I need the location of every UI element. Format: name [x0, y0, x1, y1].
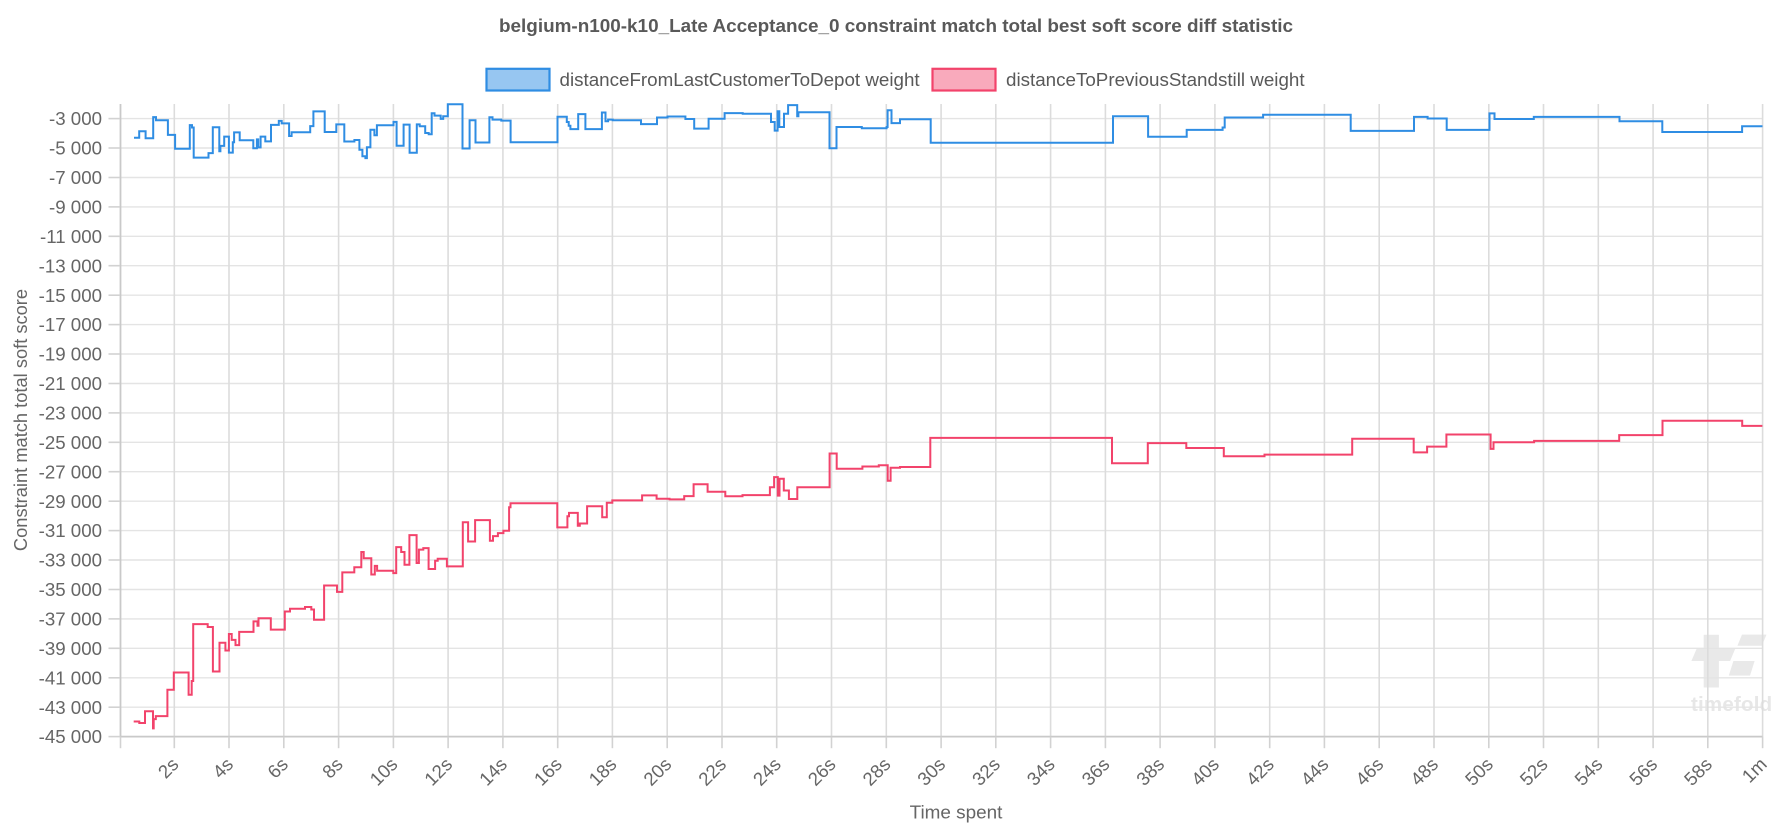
svg-text:-21 000: -21 000	[39, 373, 102, 394]
svg-text:-31 000: -31 000	[39, 520, 102, 541]
svg-text:-15 000: -15 000	[39, 285, 102, 306]
svg-text:-25 000: -25 000	[39, 432, 102, 453]
svg-text:-11 000: -11 000	[40, 226, 102, 247]
svg-text:-35 000: -35 000	[39, 579, 102, 600]
svg-text:-19 000: -19 000	[39, 344, 102, 365]
svg-text:-37 000: -37 000	[39, 609, 102, 630]
svg-text:-41 000: -41 000	[39, 667, 102, 688]
svg-text:Time spent: Time spent	[910, 802, 1003, 823]
svg-text:distanceFromLastCustomerToDepo: distanceFromLastCustomerToDepot weight	[560, 69, 921, 90]
svg-text:-39 000: -39 000	[39, 638, 102, 659]
svg-text:-45 000: -45 000	[39, 726, 102, 747]
svg-text:-5 000: -5 000	[49, 138, 102, 159]
svg-text:-9 000: -9 000	[49, 197, 102, 218]
svg-text:-3 000: -3 000	[49, 108, 102, 129]
svg-text:-7 000: -7 000	[49, 167, 102, 188]
svg-text:timefold: timefold	[1691, 693, 1772, 716]
svg-text:-33 000: -33 000	[39, 550, 102, 571]
svg-text:belgium-n100-k10_Late Acceptan: belgium-n100-k10_Late Acceptance_0 const…	[499, 16, 1293, 37]
svg-text:-13 000: -13 000	[39, 255, 102, 276]
svg-text:-17 000: -17 000	[39, 314, 102, 335]
svg-text:-27 000: -27 000	[39, 461, 102, 482]
svg-text:Constraint match total soft sc: Constraint match total soft score	[10, 289, 31, 551]
svg-text:-23 000: -23 000	[39, 403, 102, 424]
svg-text:distanceToPreviousStandstill w: distanceToPreviousStandstill weight	[1006, 69, 1305, 90]
svg-text:-29 000: -29 000	[39, 491, 102, 512]
svg-text:-43 000: -43 000	[39, 697, 102, 718]
